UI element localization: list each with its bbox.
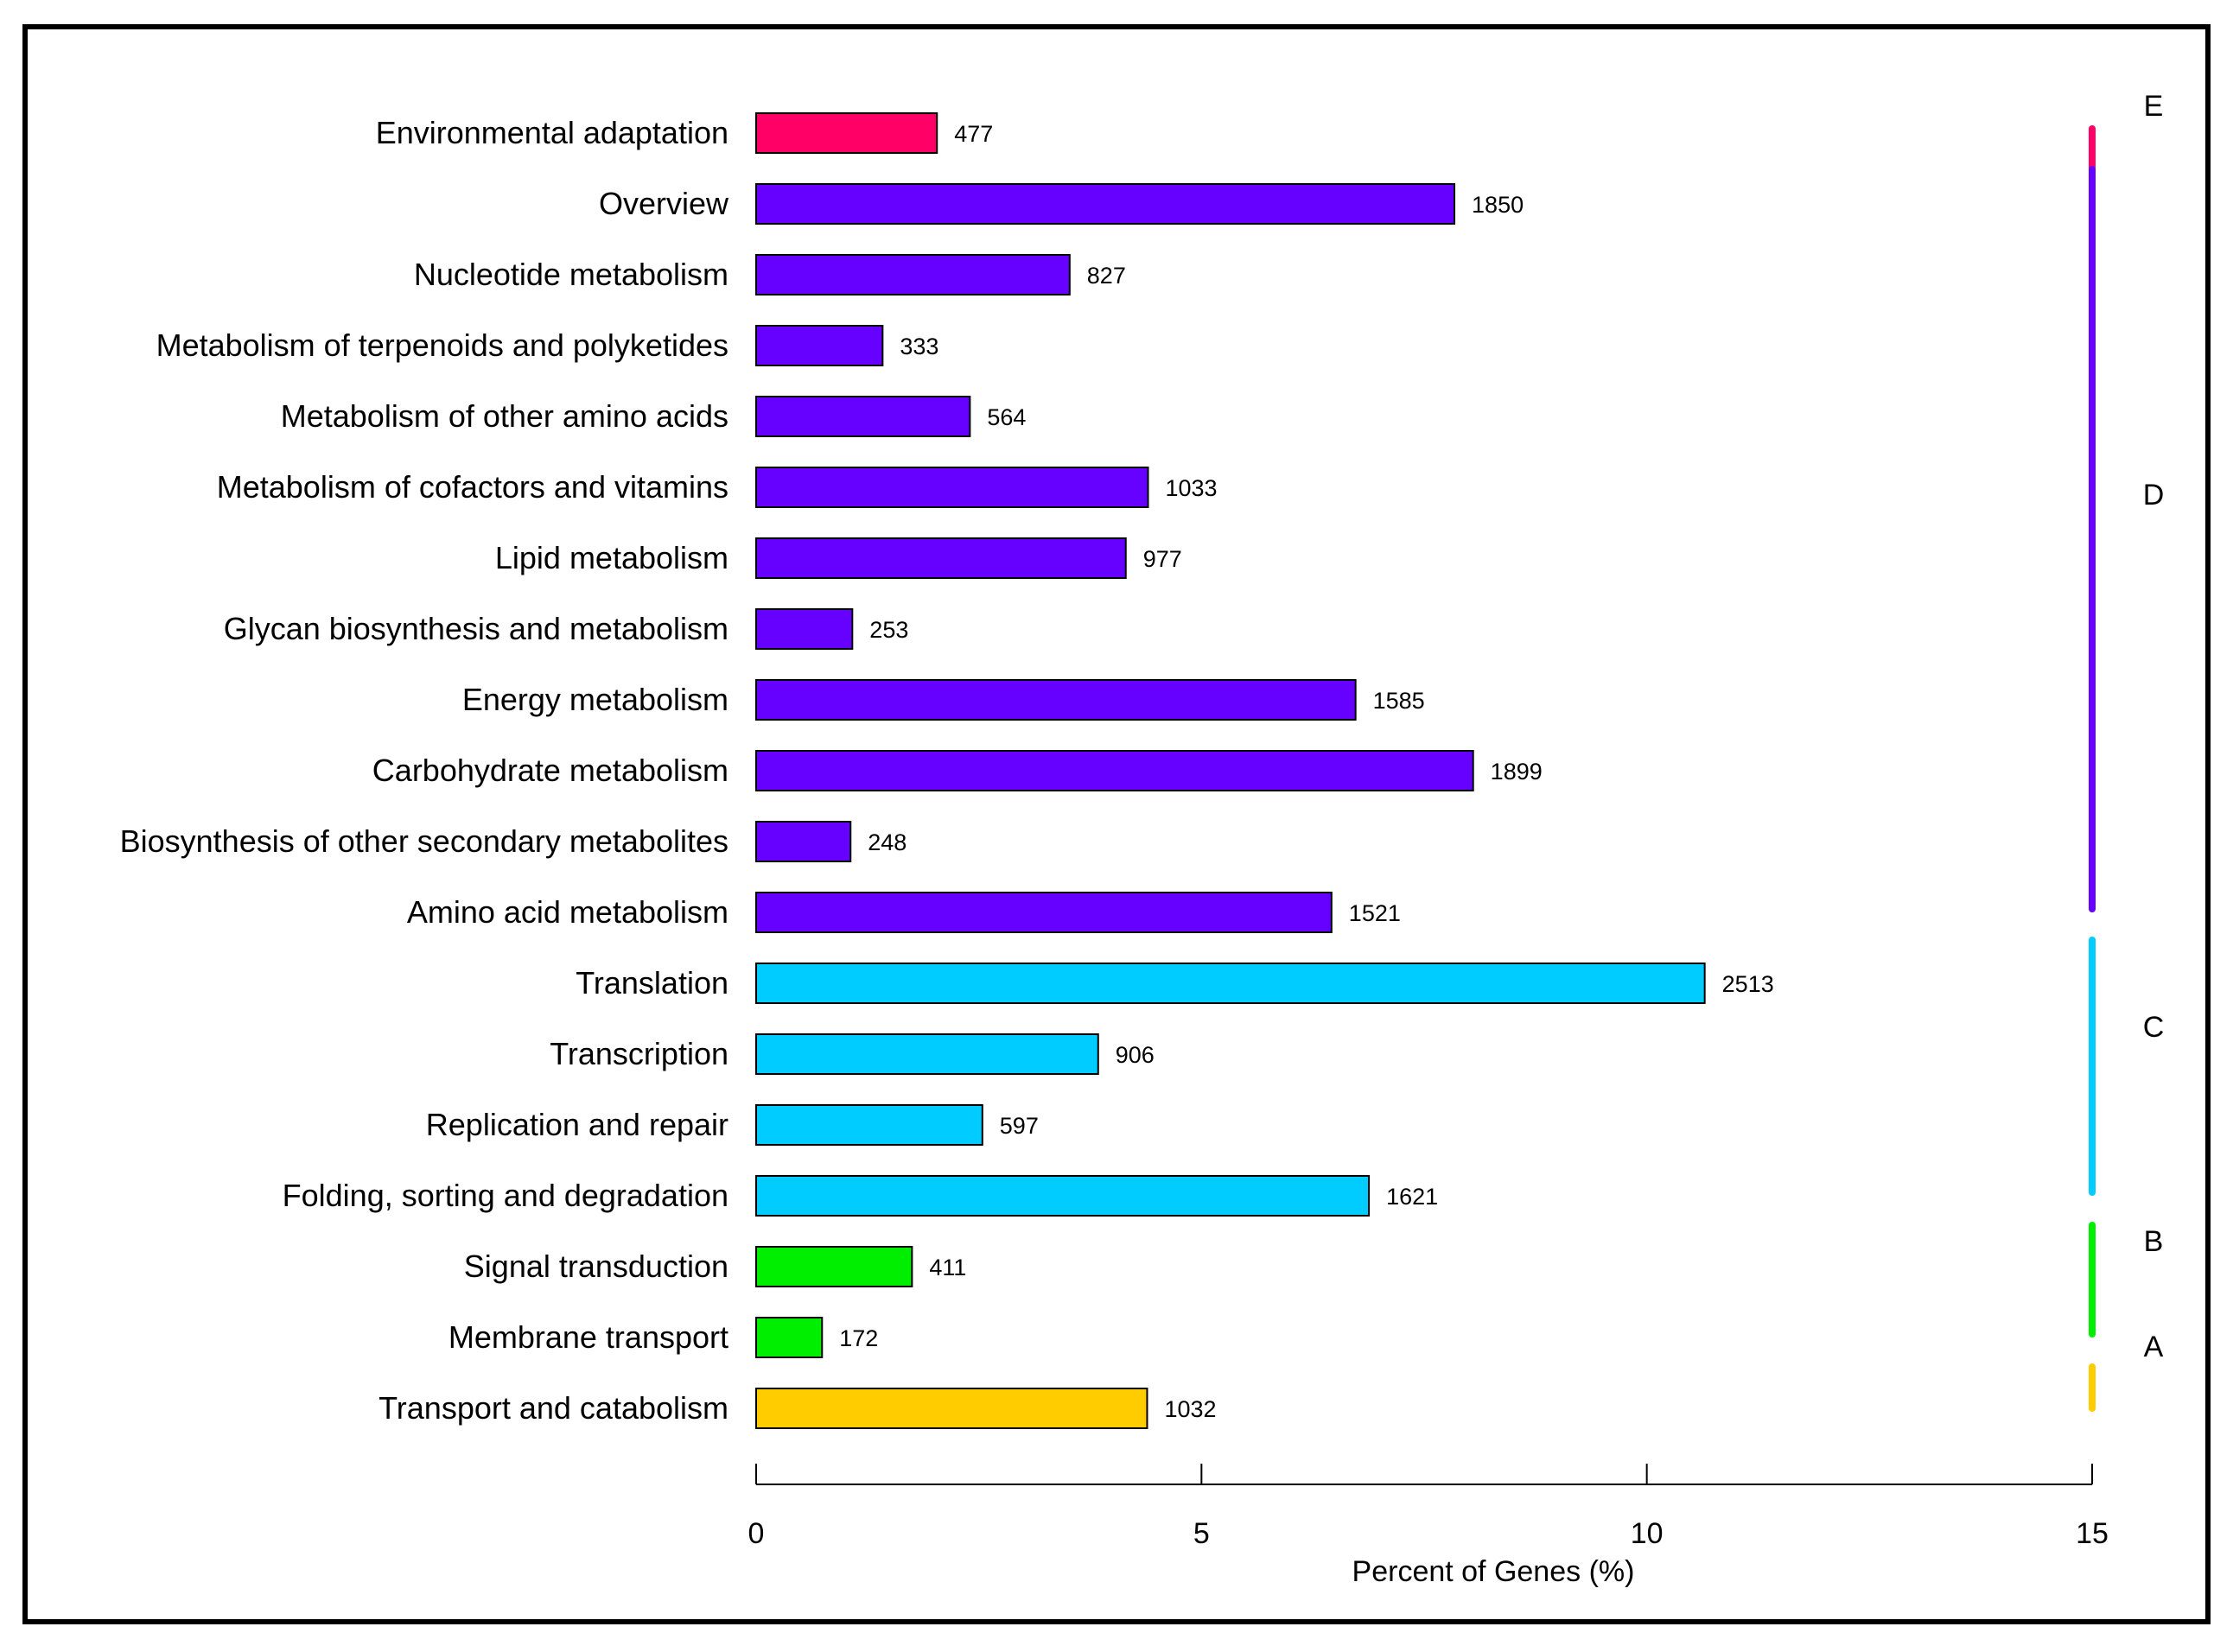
category-label: Glycan biosynthesis and metabolism [224, 611, 728, 646]
value-label: 333 [900, 334, 938, 359]
value-label: 827 [1087, 263, 1126, 289]
bar-12 [755, 963, 1706, 1004]
x-tick-label: 15 [2076, 1517, 2109, 1550]
value-label: 2513 [1722, 971, 1774, 997]
category-label: Metabolism of cofactors and vitamins [217, 469, 728, 505]
bar-10 [755, 821, 852, 862]
bar-3 [755, 325, 884, 366]
group-label-e: E [2144, 90, 2164, 123]
value-label: 597 [1000, 1113, 1039, 1139]
bar-16 [755, 1246, 913, 1287]
bar-14 [755, 1104, 983, 1146]
category-label: Transcription [550, 1036, 728, 1071]
category-label: Nucleotide metabolism [414, 257, 728, 292]
value-label: 248 [868, 829, 907, 855]
category-label: Amino acid metabolism [407, 894, 728, 930]
bar-9 [755, 750, 1474, 791]
group-label-c: C [2143, 1011, 2165, 1044]
category-label: Transport and catabolism [379, 1390, 728, 1426]
category-label: Metabolism of terpenoids and polyketides [156, 327, 728, 363]
value-label: 906 [1116, 1042, 1155, 1068]
bar-0 [755, 112, 938, 154]
x-axis-title: Percent of Genes (%) [1352, 1555, 1635, 1588]
x-tick-label: 5 [1193, 1517, 1210, 1550]
category-label: Environmental adaptation [376, 115, 728, 150]
category-label: Metabolism of other amino acids [281, 398, 728, 434]
bar-18 [755, 1388, 1148, 1429]
value-label: 1521 [1349, 900, 1401, 926]
bar-6 [755, 537, 1127, 579]
value-label: 172 [839, 1325, 878, 1351]
x-tick-label: 0 [748, 1517, 765, 1550]
x-tick-label: 10 [1631, 1517, 1664, 1550]
value-label: 977 [1143, 546, 1182, 572]
category-label: Replication and repair [426, 1107, 728, 1142]
category-label: Carbohydrate metabolism [372, 753, 728, 788]
bar-15 [755, 1175, 1371, 1217]
value-label: 1850 [1472, 192, 1524, 218]
value-label: 564 [987, 404, 1026, 430]
bar-2 [755, 254, 1071, 295]
bar-11 [755, 892, 1333, 933]
bar-4 [755, 396, 971, 437]
bar-5 [755, 467, 1149, 508]
group-label-d: D [2143, 479, 2165, 511]
category-label: Signal transduction [464, 1249, 728, 1284]
value-label: 1585 [1373, 688, 1425, 714]
value-label: 1621 [1386, 1184, 1438, 1210]
category-label: Biosynthesis of other secondary metaboli… [120, 823, 728, 859]
value-label: 253 [869, 617, 908, 643]
group-label-a: A [2144, 1331, 2164, 1363]
category-label: Folding, sorting and degradation [283, 1178, 728, 1213]
value-label: 1032 [1164, 1396, 1216, 1422]
bar-chart: Environmental adaptation 477 Overview 1850 N… [120, 90, 2165, 1588]
bar-7 [755, 608, 854, 650]
value-label: 477 [954, 121, 993, 147]
bar-17 [755, 1317, 824, 1358]
value-label: 411 [929, 1255, 966, 1280]
category-label: Lipid metabolism [495, 540, 728, 575]
bar-13 [755, 1033, 1099, 1075]
bar-8 [755, 679, 1357, 721]
category-label: Overview [599, 186, 729, 221]
bar-1 [755, 183, 1456, 225]
group-label-b: B [2144, 1225, 2164, 1258]
category-label: Translation [576, 965, 728, 1001]
value-label: 1033 [1165, 475, 1217, 501]
category-label: Energy metabolism [462, 682, 728, 717]
category-label: Membrane transport [449, 1319, 728, 1355]
value-label: 1899 [1491, 759, 1543, 785]
figure-frame: Environmental adaptation 477 Overview 1850 N… [22, 24, 2211, 1624]
